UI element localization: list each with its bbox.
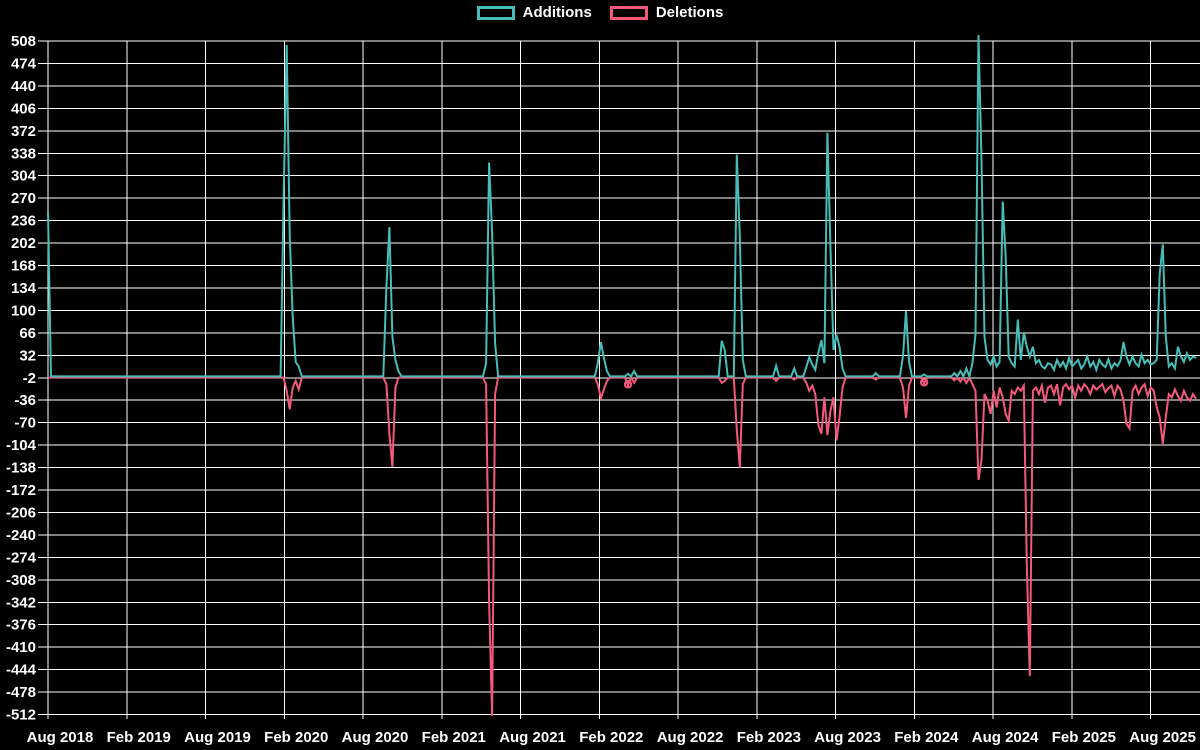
x-tick-label: Aug 2018 bbox=[27, 729, 94, 746]
x-tick-label: Feb 2025 bbox=[1052, 729, 1116, 746]
x-tick-label: Aug 2019 bbox=[184, 729, 251, 746]
deletions-point-marker bbox=[919, 378, 929, 387]
y-tick-label: 304 bbox=[11, 168, 37, 185]
y-tick-label: -172 bbox=[6, 482, 36, 499]
y-tick-label: 338 bbox=[11, 145, 36, 162]
y-tick-label: 202 bbox=[11, 235, 36, 252]
y-tick-label: -376 bbox=[6, 617, 36, 634]
y-tick-label: -240 bbox=[6, 527, 36, 544]
gridlines bbox=[38, 40, 1200, 719]
additions-swatch-icon bbox=[476, 5, 515, 20]
y-tick-label: 440 bbox=[11, 78, 36, 95]
y-tick-label: 100 bbox=[11, 302, 36, 319]
y-tick-label: -206 bbox=[6, 504, 36, 521]
x-tick-label: Aug 2024 bbox=[972, 729, 1039, 746]
x-tick-label: Feb 2024 bbox=[894, 729, 959, 746]
y-tick-label: 32 bbox=[19, 347, 36, 364]
y-tick-label: -104 bbox=[6, 437, 37, 454]
y-tick-label: 66 bbox=[19, 325, 36, 342]
x-tick-label: Aug 2021 bbox=[499, 729, 566, 746]
y-tick-label: -36 bbox=[14, 392, 36, 409]
y-tick-label: 168 bbox=[11, 258, 36, 275]
y-tick-label: 134 bbox=[11, 280, 37, 297]
y-tick-label: 406 bbox=[11, 100, 36, 117]
x-tick-label: Feb 2019 bbox=[107, 729, 171, 746]
y-tick-label: 236 bbox=[11, 213, 36, 230]
deletions-legend-label: Deletions bbox=[655, 4, 724, 21]
x-tick-label: Feb 2021 bbox=[422, 729, 486, 746]
legend-item-additions[interactable]: Additions bbox=[476, 4, 592, 21]
y-tick-label: 474 bbox=[11, 55, 37, 72]
y-tick-label: -512 bbox=[6, 707, 36, 724]
y-tick-label: -478 bbox=[6, 684, 36, 701]
x-tick-label: Aug 2022 bbox=[657, 729, 724, 746]
y-tick-label: 508 bbox=[11, 33, 36, 50]
y-tick-label: -70 bbox=[14, 415, 36, 432]
y-tick-label: -308 bbox=[6, 572, 36, 589]
deletions-point-marker bbox=[623, 380, 633, 389]
x-tick-label: Aug 2023 bbox=[814, 729, 881, 746]
x-tick-label: Aug 2025 bbox=[1129, 729, 1196, 746]
y-tick-label: -274 bbox=[6, 549, 37, 566]
y-tick-label: 270 bbox=[11, 190, 36, 207]
y-tick-label: -342 bbox=[6, 594, 36, 611]
x-tick-label: Feb 2020 bbox=[264, 729, 328, 746]
deletions-swatch-icon bbox=[609, 5, 648, 20]
additions-line bbox=[47, 35, 1197, 380]
y-tick-label: -410 bbox=[6, 639, 36, 656]
y-tick-label: -444 bbox=[6, 662, 37, 679]
deletions-line bbox=[48, 375, 1197, 716]
x-tick-label: Feb 2022 bbox=[579, 729, 643, 746]
x-tick-label: Feb 2023 bbox=[737, 729, 801, 746]
y-tick-label: -138 bbox=[6, 460, 36, 477]
x-tick-label: Aug 2020 bbox=[342, 729, 409, 746]
additions-legend-label: Additions bbox=[522, 4, 592, 21]
x-axis-labels: Aug 2018 Feb 2019 Aug 2019 Feb 2020 Aug 2020… bbox=[27, 729, 1196, 746]
y-tick-label: -2 bbox=[23, 370, 36, 387]
chart-legend: Additions Deletions bbox=[0, 5, 1200, 20]
y-axis-labels: 508 474 440 406 372 338 304 270 236 202 168 134 100 6… bbox=[6, 33, 37, 724]
y-tick-label: 372 bbox=[11, 123, 36, 140]
legend-item-deletions[interactable]: Deletions bbox=[609, 4, 724, 21]
